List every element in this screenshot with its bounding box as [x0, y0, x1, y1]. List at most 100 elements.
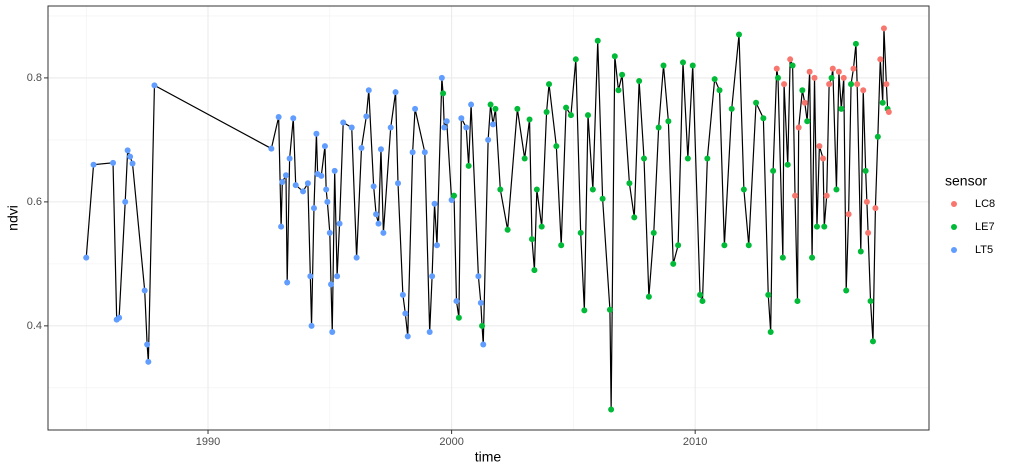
point — [504, 226, 511, 233]
point — [455, 314, 462, 321]
legend-key — [951, 224, 957, 230]
point — [765, 291, 772, 298]
point — [479, 322, 486, 329]
point — [340, 119, 347, 126]
point — [606, 306, 613, 313]
point — [441, 124, 448, 131]
point — [286, 155, 293, 162]
point — [883, 81, 890, 88]
point — [626, 180, 633, 187]
point — [353, 254, 360, 261]
point — [679, 59, 686, 66]
point — [463, 124, 470, 131]
point — [278, 223, 285, 230]
point — [443, 118, 450, 125]
point — [141, 287, 148, 294]
point — [809, 254, 816, 261]
y-tick-label: 0.4 — [27, 320, 42, 332]
point — [145, 358, 152, 365]
point — [872, 205, 879, 212]
point — [402, 310, 409, 317]
plot-background — [48, 6, 929, 430]
point — [290, 115, 297, 122]
point — [284, 279, 291, 286]
point — [318, 172, 325, 179]
point — [781, 81, 788, 88]
point — [373, 211, 380, 218]
point — [577, 229, 584, 236]
point — [599, 195, 606, 202]
point — [865, 229, 872, 236]
point — [526, 116, 533, 123]
point — [645, 293, 652, 300]
point — [83, 254, 90, 261]
point — [399, 291, 406, 298]
point — [792, 192, 799, 199]
point — [670, 260, 677, 267]
point — [716, 87, 723, 94]
point — [282, 172, 289, 179]
point — [326, 229, 333, 236]
point — [770, 167, 777, 174]
point — [567, 112, 574, 119]
point — [665, 118, 672, 125]
point — [745, 242, 752, 249]
point — [497, 186, 504, 193]
point — [611, 53, 618, 60]
point — [721, 242, 728, 249]
point — [572, 56, 579, 63]
point — [880, 25, 887, 32]
point — [451, 192, 458, 199]
point — [728, 105, 735, 112]
point — [122, 198, 129, 205]
point — [292, 182, 299, 189]
x-tick-label: 2000 — [439, 436, 463, 448]
point — [813, 223, 820, 230]
point — [636, 78, 643, 85]
point — [377, 146, 384, 153]
point — [804, 118, 811, 125]
point — [334, 273, 341, 280]
point — [375, 220, 382, 227]
point — [811, 74, 818, 81]
point — [840, 74, 847, 81]
point — [363, 113, 370, 120]
point — [845, 211, 852, 218]
point — [863, 198, 870, 205]
point — [531, 267, 538, 274]
point — [589, 186, 596, 193]
point — [279, 179, 286, 186]
point — [833, 186, 840, 193]
point — [429, 273, 436, 280]
point — [826, 81, 833, 88]
point — [877, 56, 884, 63]
point — [615, 87, 622, 94]
point — [404, 333, 411, 340]
point — [823, 192, 830, 199]
point — [144, 341, 151, 348]
point — [828, 74, 835, 81]
point — [660, 62, 667, 69]
point — [699, 298, 706, 305]
point — [331, 167, 338, 174]
point — [675, 242, 682, 249]
point — [829, 65, 836, 72]
y-axis-label: ndvi — [5, 205, 21, 231]
point — [843, 287, 850, 294]
point — [453, 298, 460, 305]
point — [767, 329, 774, 336]
point — [563, 104, 570, 111]
point — [533, 186, 540, 193]
point — [650, 229, 657, 236]
point — [468, 101, 475, 108]
point — [409, 149, 416, 156]
point — [581, 307, 588, 314]
point — [799, 87, 806, 94]
point — [787, 56, 794, 63]
y-tick-label: 0.6 — [27, 196, 42, 208]
point — [794, 298, 801, 305]
x-tick-label: 2010 — [683, 436, 707, 448]
point — [433, 242, 440, 249]
